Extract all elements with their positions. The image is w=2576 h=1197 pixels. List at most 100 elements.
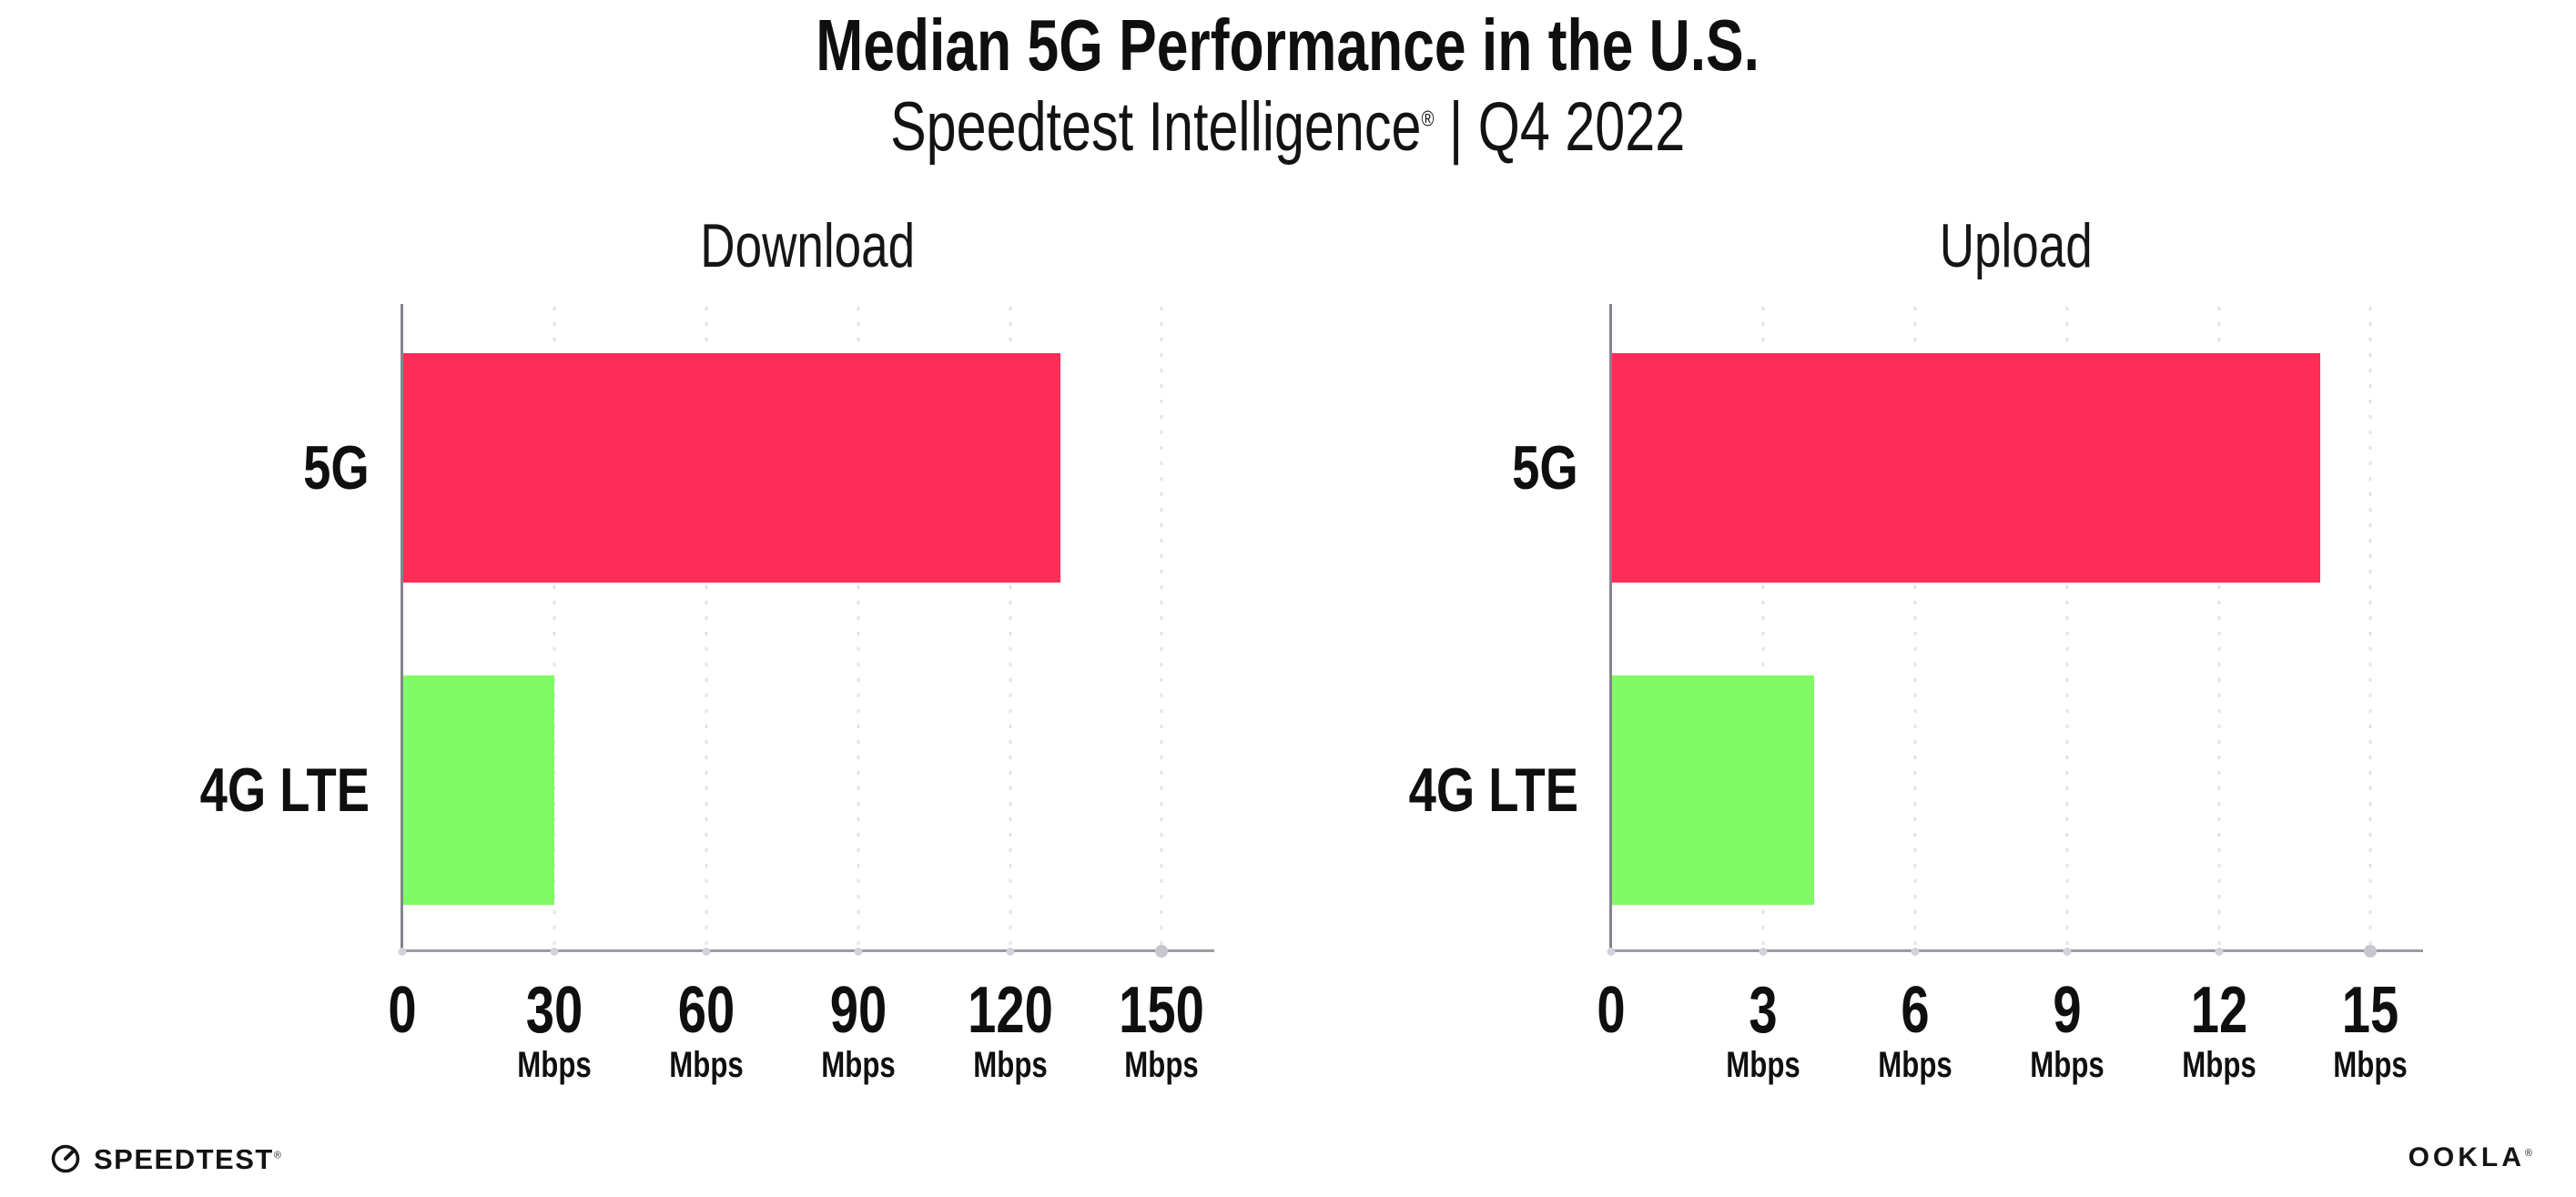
speedtest-registered-icon: ® bbox=[273, 1150, 283, 1161]
x-tick-unit-text: Mbps bbox=[1878, 1045, 1952, 1085]
subtitle-period: | Q4 2022 bbox=[1434, 88, 1686, 166]
category-label-4g-lte: 4G LTE bbox=[1366, 759, 1578, 821]
bar-4g-lte bbox=[402, 675, 554, 905]
x-tick-unit-text: Mbps bbox=[820, 1045, 896, 1085]
category-label-5g: 5G bbox=[287, 437, 370, 499]
axis-tick-dot bbox=[1759, 948, 1768, 956]
x-tick-label: 15 bbox=[2334, 978, 2407, 1043]
x-tick-label: 120 bbox=[955, 978, 1064, 1043]
x-tick-unit: Mbps bbox=[1114, 1047, 1209, 1083]
x-axis-line bbox=[401, 949, 1214, 952]
speedtest-gauge-icon bbox=[49, 1142, 82, 1175]
ookla-wordmark-text: OOKLA bbox=[2408, 1142, 2525, 1172]
x-tick-unit-text: Mbps bbox=[2029, 1045, 2104, 1085]
axis-tick-dot bbox=[2063, 948, 2072, 956]
gridline bbox=[1009, 307, 1011, 951]
x-tick-unit: Mbps bbox=[1716, 1047, 1810, 1083]
axis-tick-dot bbox=[1911, 948, 1920, 956]
ookla-registered-icon: ® bbox=[2524, 1148, 2536, 1159]
upload-plot-area bbox=[1607, 304, 2423, 958]
axis-tick-dot bbox=[2215, 948, 2223, 956]
page-title-text: Median 5G Performance in the U.S. bbox=[816, 5, 1760, 86]
subtitle-brand: Speedtest Intelligence bbox=[890, 88, 1422, 166]
y-axis-line bbox=[1609, 304, 1612, 954]
download-chart-panel: Download 0 30 Mbps 60 Mbps 90 Mbps 120 Mbps 150 Mb… bbox=[200, 0, 1214, 1197]
x-tick-unit: Mbps bbox=[2323, 1047, 2418, 1083]
gridline bbox=[2065, 307, 2069, 951]
x-tick-label-text: 15 bbox=[2342, 974, 2399, 1047]
x-tick-label: 12 bbox=[2182, 978, 2255, 1043]
gridline bbox=[705, 307, 708, 951]
bar-5g bbox=[1611, 353, 2320, 583]
x-tick-label: 0 bbox=[1593, 978, 1629, 1043]
gridline bbox=[1761, 307, 1765, 951]
y-axis-line bbox=[401, 304, 403, 954]
x-tick-unit: Mbps bbox=[962, 1047, 1057, 1083]
x-tick-label: 150 bbox=[1107, 978, 1216, 1043]
axis-tick-dot bbox=[854, 948, 863, 956]
axis-tick-dot bbox=[702, 948, 711, 956]
speedtest-logo: SPEEDTEST® bbox=[49, 1142, 282, 1175]
x-axis-line bbox=[1609, 949, 2423, 952]
axis-tick-dot bbox=[1155, 945, 1169, 958]
registered-mark-icon: ® bbox=[1421, 107, 1435, 132]
x-tick-unit: Mbps bbox=[810, 1047, 905, 1083]
x-tick-unit-text: Mbps bbox=[2181, 1045, 2257, 1085]
x-tick-label-text: 120 bbox=[967, 974, 1053, 1047]
x-tick-label: 6 bbox=[1897, 978, 1933, 1043]
x-tick-label: 90 bbox=[822, 978, 895, 1043]
x-tick-label-text: 6 bbox=[1901, 974, 1930, 1047]
upload-chart-title: Upload bbox=[1611, 215, 2421, 277]
x-tick-unit-text: Mbps bbox=[1124, 1045, 1200, 1085]
upload-chart-panel: Upload 0 3 Mbps 6 Mbps 9 Mbps 12 Mbps 15 Mbps 5G 4G … bbox=[1409, 0, 2423, 1197]
axis-tick-dot bbox=[1607, 948, 1616, 956]
page-title: Median 5G Performance in the U.S. bbox=[0, 7, 2576, 84]
gridline bbox=[1160, 307, 1163, 951]
download-chart-title-text: Download bbox=[700, 211, 915, 280]
x-tick-label-text: 9 bbox=[2053, 974, 2082, 1047]
bar-5g bbox=[402, 353, 1061, 583]
upload-chart-title-text: Upload bbox=[1939, 211, 2094, 280]
x-tick-label-text: 90 bbox=[829, 974, 887, 1047]
x-tick-label-text: 12 bbox=[2190, 974, 2247, 1047]
ookla-logo: OOKLA® bbox=[2409, 1144, 2536, 1172]
category-label-5g: 5G bbox=[1496, 437, 1578, 499]
axis-tick-dot bbox=[550, 948, 559, 956]
speedtest-wordmark: SPEEDTEST® bbox=[94, 1145, 282, 1173]
page-subtitle-text: Speedtest Intelligence® | Q4 2022 bbox=[890, 91, 1685, 164]
gridline bbox=[857, 307, 860, 951]
x-tick-unit: Mbps bbox=[659, 1047, 754, 1083]
x-tick-label-text: 150 bbox=[1119, 974, 1205, 1047]
x-tick-label-text: 3 bbox=[1749, 974, 1778, 1047]
download-plot-area bbox=[398, 304, 1214, 958]
axis-tick-dot bbox=[2364, 945, 2378, 958]
axis-tick-dot bbox=[398, 948, 407, 956]
x-tick-label-text: 0 bbox=[1597, 974, 1626, 1047]
x-tick-unit-text: Mbps bbox=[972, 1045, 1048, 1085]
x-tick-unit-text: Mbps bbox=[517, 1045, 592, 1085]
page-subtitle: Speedtest Intelligence® | Q4 2022 bbox=[0, 91, 2576, 164]
x-tick-unit: Mbps bbox=[1868, 1047, 1962, 1083]
x-tick-label: 3 bbox=[1745, 978, 1781, 1043]
gridline bbox=[553, 307, 556, 951]
x-tick-unit: Mbps bbox=[2019, 1047, 2114, 1083]
gridline bbox=[1913, 307, 1917, 951]
download-chart-title: Download bbox=[402, 215, 1212, 277]
bar-4g-lte bbox=[1611, 675, 1814, 905]
gridline bbox=[2217, 307, 2220, 951]
x-tick-label-text: 60 bbox=[677, 974, 735, 1047]
category-label-text: 4G LTE bbox=[199, 756, 370, 825]
category-label-text: 5G bbox=[1512, 433, 1578, 502]
x-tick-label-text: 0 bbox=[388, 974, 417, 1047]
category-label-4g-lte: 4G LTE bbox=[157, 759, 370, 821]
category-label-text: 4G LTE bbox=[1408, 756, 1578, 825]
x-tick-label: 0 bbox=[384, 978, 421, 1043]
x-tick-unit: Mbps bbox=[2171, 1047, 2266, 1083]
x-tick-unit-text: Mbps bbox=[669, 1045, 744, 1085]
x-tick-label: 60 bbox=[670, 978, 743, 1043]
x-tick-label: 9 bbox=[2049, 978, 2085, 1043]
x-tick-unit-text: Mbps bbox=[2333, 1045, 2409, 1085]
axis-tick-dot bbox=[1006, 948, 1014, 956]
x-tick-unit: Mbps bbox=[507, 1047, 602, 1083]
